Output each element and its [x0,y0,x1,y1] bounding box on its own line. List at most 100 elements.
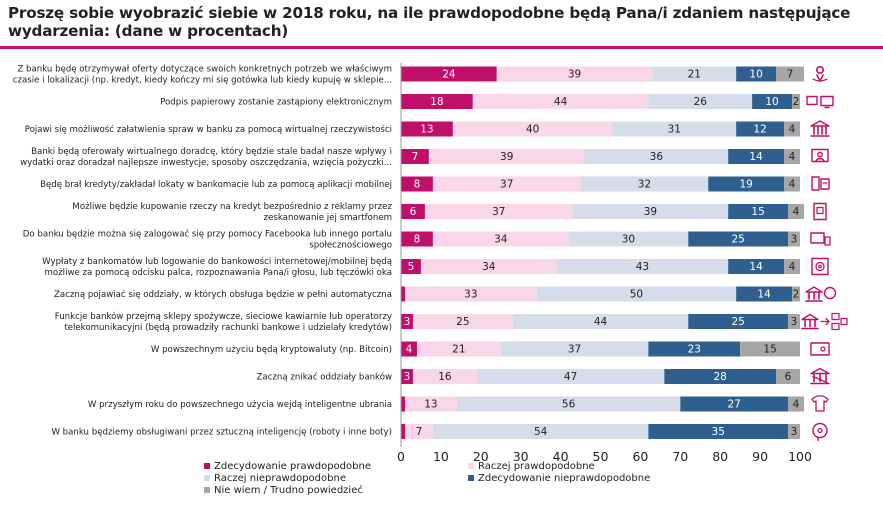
bar-segment [788,204,804,219]
x-tick-label: 40 [553,449,569,464]
data-label: 4 [789,124,796,136]
x-tick-label: 100 [788,449,812,464]
data-label: 18 [430,96,443,108]
legend-swatch [204,475,210,481]
bar-segment [664,369,777,384]
bar-row: Wypłaty z bankomatów lub logowanie do ba… [42,256,829,278]
bar-row: Do banku będzie można się zalogować się … [23,229,831,251]
smart-clothing-icon [811,395,829,412]
bar-segment [736,121,785,137]
bar-segment [788,424,800,439]
bar-segment [452,121,613,137]
data-label: 21 [452,344,465,356]
bar-segment [784,149,800,164]
title-divider [0,46,883,49]
data-label: 37 [500,179,513,191]
legend-label: Raczej prawdopodobne [478,461,595,472]
data-label: 30 [622,234,635,246]
x-axis: 0 10 20 30 40 50 60 70 80 90 100 [397,62,812,464]
data-label: 2 [793,96,800,108]
legend-swatch [468,463,474,469]
bar-segment [736,286,793,302]
data-label: 39 [500,151,513,163]
data-label: 37 [492,206,505,218]
data-label: 13 [420,124,433,136]
category-label: Zaczną pojawiać się oddziały, w których … [54,289,392,300]
bar-segment [401,314,413,329]
data-label: 3 [791,234,798,246]
data-label: 6 [785,371,792,383]
data-label: 23 [688,344,701,356]
bar-row: Pojawi się możliwość załatwienia spraw w… [25,120,830,137]
bar-segment [792,286,800,302]
data-label: 36 [650,151,664,163]
bank-to-shop-icon [801,312,848,331]
bar-segment [420,259,557,274]
data-label: 14 [749,261,763,273]
category-label: Zaczną znikać oddziały banków [257,372,392,383]
bar-segment [401,204,425,219]
data-label: 56 [562,399,576,411]
bar-segment [432,176,581,192]
x-tick-label: 90 [752,449,768,464]
data-label: 7 [416,426,423,438]
data-label: 32 [638,179,651,191]
bar-segment [728,204,789,219]
data-label: 25 [456,316,469,328]
bar-segment [412,369,477,384]
bar-segment [648,341,741,357]
x-tick-label: 60 [632,449,648,464]
category-label: zeskanowanie jej smartfonem [264,213,392,223]
bar-row: W banku będziemy obsługiwani przez sztuc… [51,422,828,442]
data-label: 15 [751,206,764,218]
bar-segment [401,259,421,274]
data-label: 4 [406,344,413,356]
data-label: 8 [414,179,421,191]
category-label: Banki będą oferowały wirtualnego doradcę… [31,146,392,157]
ai-robot-icon [812,422,828,442]
category-label: telekomunikacyjni (będą prowadziły rachu… [64,322,392,333]
bar-segment [401,66,497,82]
data-label: 13 [424,399,437,411]
bar-segment [728,149,785,164]
bar-segment [401,94,473,109]
legend-item: Zdecydowanie prawdopodobne [204,461,371,472]
bar-segment [401,341,417,357]
x-tick-label: 30 [513,449,529,464]
legend-label: Nie wiem / Trudno powiedzieć [214,484,363,496]
data-label: 31 [668,124,681,136]
bar-segment [728,259,785,274]
bar-segment [424,204,573,219]
bar-segment [404,286,537,302]
chart-title: Proszę sobie wyobrazić siebie w 2018 rok… [8,4,851,40]
data-label: 3 [404,371,411,383]
bar-segment [736,66,777,82]
legend-label: Raczej nieprawdopodobne [214,473,346,484]
legend-item: Nie wiem / Trudno powiedzieć [204,484,363,496]
x-tick-label: 0 [397,449,405,464]
data-label: 44 [594,316,608,328]
data-label: 50 [630,289,643,301]
bar-row: W przyszłym roku do powszechnego użycia … [88,395,829,412]
data-label: 4 [793,206,800,218]
bar-row: Możliwe będzie kupowanie rzeczy na kredy… [72,201,827,223]
bar-row: Będę brał kredyty/zakładał lokaty w bank… [40,176,830,192]
bar-segment [784,176,800,192]
advisor-icon [811,148,829,163]
bar-segment [401,286,405,302]
x-tick-label: 70 [672,449,688,464]
bar-segment [536,286,737,302]
bar-segment [412,314,513,329]
data-label: 8 [414,234,421,246]
data-label: 3 [791,426,798,438]
data-label: 4 [789,261,796,273]
category-label: czasie i lokalizacji (np. kredyt, kiedy … [13,75,392,86]
bar-segment [788,231,800,247]
bar-segment [788,396,804,412]
category-label: Do banku będzie można się zalogować się … [23,229,392,240]
bar-segment [652,66,737,82]
bar-segment [512,314,689,329]
category-label: możliwe za pomocą odcisku palca, rozpozn… [45,267,392,278]
bar-segment [784,259,800,274]
